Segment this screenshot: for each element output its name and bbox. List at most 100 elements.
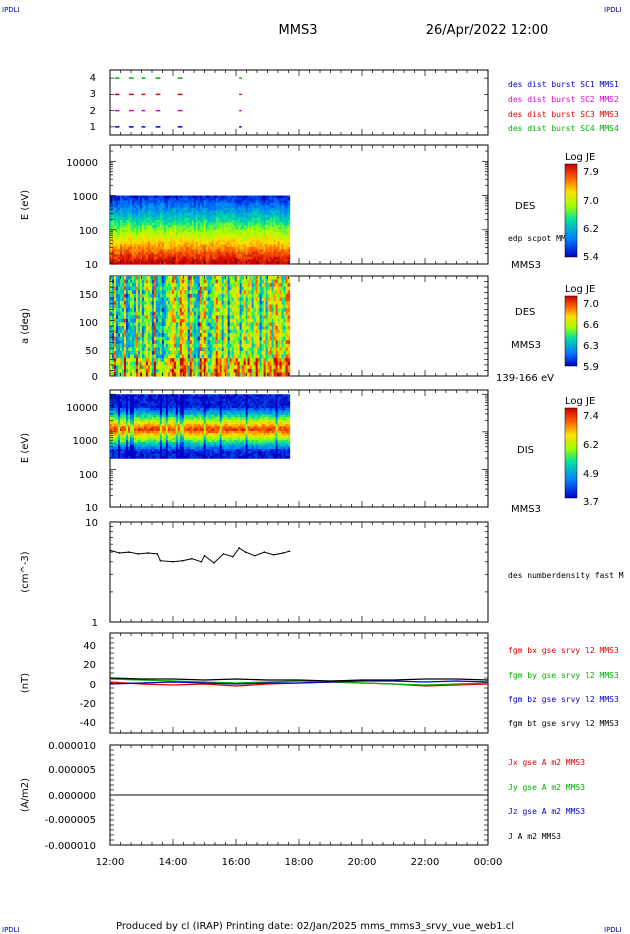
- spectrogram-cell: [223, 220, 227, 224]
- spectrogram-cell: [197, 283, 201, 288]
- spectrogram-cell: [267, 365, 271, 370]
- spectrogram-cell: [145, 368, 149, 374]
- spectrogram-cell: [247, 256, 251, 260]
- spectrogram-cell: [205, 259, 209, 263]
- spectrogram-cell: [271, 205, 275, 209]
- spectrogram-cell: [175, 354, 179, 359]
- spectrogram-cell: [233, 244, 237, 248]
- spectrogram-cell: [255, 347, 259, 352]
- spectrogram-cell: [239, 308, 243, 313]
- spectrogram-cell: [203, 358, 207, 363]
- spectrogram-cell: [161, 207, 165, 211]
- spectrogram-cell: [187, 283, 191, 288]
- spectrogram-cell: [257, 256, 261, 260]
- spectrogram-cell: [213, 279, 217, 284]
- spectrogram-cell: [185, 232, 189, 236]
- spectrogram-cell: [273, 217, 277, 221]
- spectrogram-cell: [271, 244, 275, 248]
- spectrogram-cell: [143, 283, 147, 288]
- spectrogram-cell: [119, 304, 123, 309]
- spectrogram-cell: [151, 286, 155, 291]
- spectrogram-cell: [199, 210, 203, 214]
- spectrogram-cell: [119, 195, 123, 199]
- spectrogram-cell: [227, 351, 231, 356]
- spectrogram-cell: [175, 200, 179, 204]
- spectrogram-cell: [193, 217, 197, 221]
- spectrogram-cell: [131, 198, 135, 202]
- spectrogram-cell: [161, 202, 165, 206]
- spectrogram-cell: [149, 340, 153, 345]
- spectrogram-cell: [245, 283, 249, 288]
- spectrogram-cell: [125, 251, 129, 255]
- spectrogram-cell: [112, 283, 115, 288]
- spectrogram-cell: [110, 361, 113, 366]
- spectrogram-cell: [169, 249, 173, 253]
- spectrogram-cell: [237, 242, 241, 246]
- spectrogram-cell: [197, 333, 201, 338]
- spectrogram-cell: [269, 365, 273, 370]
- spectrogram-cell: [165, 246, 169, 250]
- spectrogram-cell: [121, 205, 125, 209]
- spectrogram-cell: [169, 326, 173, 331]
- spectrogram-cell: [193, 293, 197, 299]
- spectrogram-cell: [259, 256, 263, 260]
- spectrogram-cell: [127, 286, 131, 291]
- spectrogram-cell: [135, 301, 139, 306]
- spectrogram-cell: [245, 347, 249, 352]
- spectrogram-cell: [221, 254, 225, 258]
- spectrogram-cell: [231, 283, 235, 288]
- spectrogram-cell: [249, 239, 253, 243]
- spectrogram-cell: [203, 232, 207, 236]
- spectrogram-cell: [233, 239, 237, 243]
- spectrogram-cell: [215, 246, 219, 250]
- spectrogram-cell: [167, 347, 171, 352]
- spectrogram-cell: [227, 347, 231, 352]
- spectrogram-cell: [261, 311, 265, 316]
- spectrogram-cell: [223, 251, 227, 255]
- spectrogram-cell: [173, 340, 177, 345]
- spectrogram-cell: [123, 293, 127, 299]
- spectrogram-cell: [149, 220, 153, 224]
- spectrogram-cell: [205, 202, 209, 206]
- spectrogram-cell: [217, 244, 221, 248]
- spectrogram-cell: [125, 308, 129, 313]
- spectrogram-cell: [112, 212, 115, 216]
- spectrogram-cell: [261, 224, 265, 228]
- spectrogram-cell: [123, 259, 127, 263]
- spectrogram-cell: [247, 220, 251, 224]
- spectrogram-cell: [231, 358, 235, 363]
- spectrogram-cell: [167, 315, 171, 320]
- spectrogram-cell: [199, 343, 203, 349]
- spectrogram-cell: [223, 308, 227, 313]
- spectrogram-cell: [215, 311, 219, 316]
- spectrogram-cell: [285, 224, 289, 228]
- spectrogram-cell: [197, 232, 201, 236]
- spectrogram-cell: [165, 283, 169, 288]
- spectrogram-cell: [235, 222, 239, 226]
- spectrogram-cell: [133, 249, 137, 253]
- spectrogram-cell: [115, 340, 119, 345]
- spectrogram-cell: [265, 343, 269, 349]
- spectrogram-cell: [233, 358, 237, 363]
- spectrogram-cell: [137, 361, 141, 366]
- spectrogram-cell: [155, 251, 159, 255]
- spectrogram-cell: [115, 251, 119, 255]
- spectrogram-cell: [267, 256, 271, 260]
- spectrogram-cell: [243, 293, 247, 299]
- spectrogram-cell: [245, 311, 249, 316]
- spectrogram-cell: [185, 290, 189, 295]
- spectrogram-cell: [155, 286, 159, 291]
- spectrogram-cell: [137, 297, 141, 302]
- spectrogram-cell: [129, 315, 133, 320]
- spectrogram-cell: [173, 195, 177, 199]
- spectrogram-cell: [179, 351, 183, 356]
- spectrogram-cell: [257, 212, 261, 216]
- spectrogram-cell: [225, 212, 229, 216]
- spectrogram-cell: [283, 224, 287, 228]
- spectrogram-cell: [143, 326, 147, 331]
- spectrogram-cell: [239, 343, 243, 349]
- spectrogram-cell: [229, 315, 233, 320]
- spectrogram-cell: [131, 283, 135, 288]
- spectrogram-cell: [137, 347, 141, 352]
- spectrogram-cell: [261, 276, 265, 281]
